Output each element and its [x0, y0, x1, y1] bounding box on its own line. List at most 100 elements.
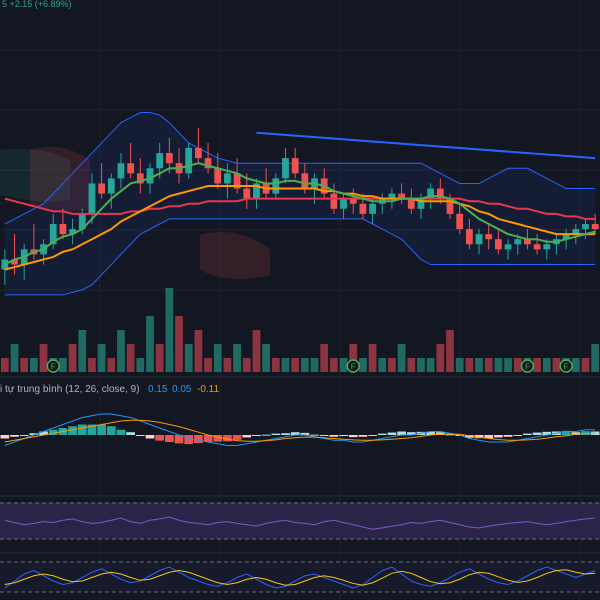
volume-bar [20, 358, 29, 372]
macd-hist-bar [435, 432, 445, 435]
cloud-red-blob-2 [200, 232, 270, 279]
ichimoku-cloud [0, 146, 270, 279]
volume-bar [165, 288, 174, 372]
ma-slow-line [4, 197, 596, 220]
candle-body [88, 183, 96, 214]
bollinger-band-fill [4, 112, 596, 295]
event-marker-circle [520, 359, 535, 373]
volume-bar [484, 358, 493, 372]
trend-line-segment[interactable] [256, 131, 596, 160]
candle [214, 153, 222, 189]
candle-body [69, 229, 76, 235]
bb-fill-area [4, 112, 596, 295]
event-marker[interactable]: F [520, 359, 535, 373]
macd-hist-bar [503, 435, 513, 437]
volume-bar [455, 358, 464, 372]
macd-hist-bar [77, 424, 87, 435]
candle [291, 148, 299, 179]
volume-bar [465, 358, 474, 372]
candle [465, 218, 473, 250]
candle-body [475, 234, 483, 245]
macd-hist-bar [155, 435, 165, 441]
candle [233, 158, 241, 194]
candle-body [165, 153, 173, 164]
volume-bar [349, 344, 358, 372]
volume-bar [397, 344, 406, 372]
candle-body [572, 229, 580, 235]
volume-bar [436, 344, 445, 372]
candle-body [514, 239, 522, 245]
macd-legend-value-signal: 0.05 [172, 384, 192, 395]
event-marker[interactable]: F [346, 359, 360, 373]
macd-hist-bar [571, 432, 581, 435]
rsi-pane[interactable] [0, 502, 600, 540]
rsi-line [4, 516, 596, 530]
volume-bar [194, 330, 203, 372]
volume-bar [262, 344, 270, 372]
volume-bar [310, 358, 319, 372]
macd-hist-bar [348, 435, 358, 438]
volume-bar [0, 358, 9, 372]
macd-hist-bar [271, 433, 281, 435]
event-marker[interactable]: F [46, 359, 60, 373]
candle [591, 213, 599, 235]
candle-body [253, 183, 260, 199]
macd-hist-bar [319, 435, 329, 436]
candle [107, 173, 115, 209]
volume-bar [571, 358, 580, 372]
volume-bar [155, 344, 164, 372]
macd-hist-bar [135, 435, 145, 436]
candle [485, 224, 493, 250]
bb-lower-line [4, 218, 596, 296]
oscillator-band [0, 562, 600, 592]
volume-bar [78, 330, 87, 372]
candle-body [330, 193, 338, 209]
bb-upper-line [4, 112, 596, 225]
volume-bar [233, 344, 241, 372]
volume-bar [271, 358, 280, 372]
volume-bar [591, 344, 600, 372]
volume-bar [146, 316, 154, 372]
signal-line [4, 419, 596, 443]
volume-bar [581, 358, 590, 372]
candle [59, 208, 67, 240]
candle-body [233, 173, 241, 189]
candle-body [214, 168, 222, 184]
candle [88, 173, 96, 224]
candle-body [533, 244, 541, 250]
macd-hist-bar [358, 435, 368, 437]
candle-body [436, 188, 444, 199]
volume-bar [504, 358, 512, 372]
trend-line[interactable] [256, 131, 596, 160]
candle-body [446, 198, 454, 214]
ma-mid-line [4, 185, 596, 271]
candle [224, 163, 231, 199]
macd-pane[interactable]: i tự trung bình (12, 26, close, 9) 0.15 … [0, 384, 600, 446]
macd-hist-bar [97, 424, 106, 435]
candle-body [49, 224, 57, 245]
volume-bar [330, 358, 338, 372]
volume-bar [59, 358, 67, 372]
macd-hist-bar [252, 435, 261, 436]
oscillator-pane[interactable] [0, 561, 600, 593]
macd-hist-bar [465, 435, 474, 438]
macd-hist-bar [387, 432, 397, 435]
candle-body [243, 188, 251, 199]
volume-bar [107, 358, 116, 372]
candle-body [136, 173, 144, 184]
candle-body [11, 259, 18, 265]
event-marker-circle [559, 359, 573, 373]
macd-hist-bar [377, 433, 387, 435]
candle-body [301, 173, 309, 189]
candle-body [465, 229, 473, 245]
volume-bar [300, 358, 309, 372]
macd-hist-bar [513, 435, 523, 436]
event-marker[interactable]: F [559, 359, 573, 373]
macd-hist-bar [232, 435, 242, 440]
candle [253, 178, 260, 209]
